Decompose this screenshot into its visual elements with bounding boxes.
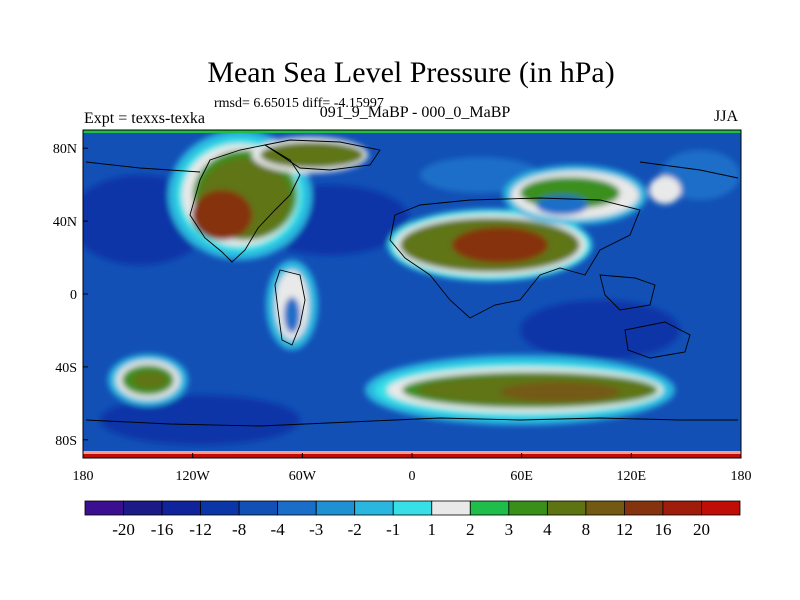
x-tick-label: 120W bbox=[176, 469, 211, 484]
colorbar-label: 1 bbox=[428, 520, 437, 539]
colorbar-swatch bbox=[123, 500, 163, 516]
coast-asia-islands bbox=[599, 274, 656, 311]
region-sp-core bbox=[132, 371, 168, 389]
coastlines bbox=[85, 139, 739, 427]
x-axis: 180 120W 60W 0 60E 120E 180 bbox=[73, 453, 752, 484]
region-so-core bbox=[500, 382, 620, 402]
region-sa-core bbox=[284, 297, 300, 333]
coast-south-america bbox=[274, 269, 306, 346]
map-plot-area bbox=[83, 130, 741, 458]
chart-title: Mean Sea Level Pressure (in hPa) bbox=[207, 56, 615, 89]
colorbar-swatch bbox=[585, 500, 625, 516]
colorbar-label: 16 bbox=[654, 520, 671, 539]
y-tick-label: 40S bbox=[55, 361, 77, 376]
stats-text: rmsd= 6.65015 diff= -4.15997 bbox=[214, 96, 384, 111]
colorbar-swatch bbox=[392, 500, 433, 516]
colorbar-swatch bbox=[546, 500, 587, 516]
colorbar-swatch bbox=[277, 500, 317, 516]
colorbar-swatch bbox=[315, 500, 356, 516]
region-na-core bbox=[192, 190, 252, 240]
region-indian-low bbox=[520, 300, 680, 360]
colorbar-label: -8 bbox=[232, 520, 246, 539]
colorbar-label: -4 bbox=[271, 520, 286, 539]
colorbar-swatch bbox=[431, 500, 471, 516]
colorbar-label: -2 bbox=[348, 520, 362, 539]
colorbar: -20 -16 -12 -8 -4 -3 -2 -1 1 2 3 4 8 12 16 20 bbox=[84, 500, 741, 539]
colorbar-label: -12 bbox=[189, 520, 212, 539]
coast-greenland bbox=[263, 139, 381, 171]
colorbar-label: -16 bbox=[151, 520, 174, 539]
subtitle-left: Expt = texxs-texka bbox=[84, 110, 205, 127]
x-tick-label: 180 bbox=[731, 469, 752, 484]
x-tick-label: 60E bbox=[510, 469, 533, 484]
x-tick-label: 180 bbox=[73, 469, 94, 484]
colorbar-swatch bbox=[469, 500, 510, 516]
colorbar-label: 12 bbox=[616, 520, 633, 539]
x-tick-label: 60W bbox=[289, 469, 317, 484]
region-south-low bbox=[100, 395, 300, 445]
colorbar-swatch bbox=[354, 500, 394, 516]
colorbar-swatch bbox=[701, 500, 741, 516]
coast-north-america bbox=[189, 144, 301, 263]
subtitle-right: JJA bbox=[713, 108, 738, 125]
coast-arctic-west bbox=[85, 161, 201, 173]
y-axis: 80N 40N 0 40S 80S bbox=[53, 142, 88, 449]
region-sib-low bbox=[536, 195, 588, 215]
colorbar-swatch bbox=[84, 500, 124, 516]
y-tick-label: 80S bbox=[55, 434, 77, 449]
region-greenland-high bbox=[260, 142, 364, 168]
x-tick-label: 120E bbox=[617, 469, 647, 484]
y-tick-label: 80N bbox=[53, 142, 77, 157]
coast-antarctica bbox=[85, 417, 738, 427]
colorbar-label: -3 bbox=[309, 520, 323, 539]
colorbar-swatch bbox=[200, 500, 240, 516]
colorbar-label: 2 bbox=[466, 520, 475, 539]
colorbar-label: -1 bbox=[386, 520, 400, 539]
colorbar-swatch bbox=[624, 500, 664, 516]
coast-arctic-east bbox=[639, 161, 739, 179]
colorbar-swatch bbox=[662, 500, 702, 516]
region-far-east-white bbox=[649, 176, 681, 204]
x-tick-label: 0 bbox=[409, 469, 416, 484]
coast-australia bbox=[624, 321, 691, 359]
y-tick-label: 0 bbox=[70, 288, 77, 303]
coast-eurasia-africa bbox=[389, 197, 641, 319]
colorbar-swatch bbox=[161, 500, 201, 516]
colorbar-label: 4 bbox=[543, 520, 552, 539]
colorbar-label: 3 bbox=[505, 520, 514, 539]
y-tick-label: 40N bbox=[53, 215, 77, 230]
north-pole-band bbox=[83, 130, 741, 133]
colorbar-swatch bbox=[238, 500, 279, 516]
subtitle-center: 091_9_MaBP - 000_0_MaBP bbox=[319, 104, 511, 121]
south-pole-edge bbox=[83, 451, 741, 454]
colorbar-label: 20 bbox=[693, 520, 710, 539]
region-eu-core bbox=[452, 227, 548, 263]
pressure-field bbox=[83, 130, 740, 445]
colorbar-label: -20 bbox=[112, 520, 135, 539]
colorbar-swatch bbox=[508, 500, 548, 516]
colorbar-label: 8 bbox=[582, 520, 591, 539]
